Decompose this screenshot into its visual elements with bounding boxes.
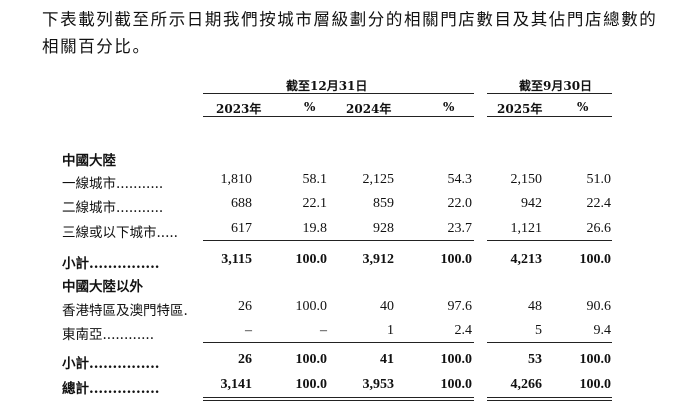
subtotal-rule-2b	[487, 342, 612, 343]
cell: 1	[387, 323, 394, 338]
cell: 22.4	[586, 196, 612, 211]
cell: 100.0	[579, 352, 612, 367]
cell: 97.6	[447, 299, 473, 314]
cell: 90.6	[586, 299, 612, 314]
col-header-2024: 2024年	[346, 102, 392, 116]
subtotal-rule-1a	[203, 240, 474, 241]
cell: 4,266	[510, 377, 543, 392]
cell: 2.4	[454, 323, 473, 338]
cell: 100.0	[440, 252, 473, 267]
cell: 9.4	[593, 323, 612, 338]
col-header-2023: 2023年	[216, 102, 262, 116]
header-rule-1	[203, 116, 474, 117]
cell: 3,953	[362, 377, 395, 392]
intro-paragraph: 下表載列截至所示日期我們按城市層級劃分的相關門店數目及其佔門店總數的相關百分比。	[42, 10, 658, 56]
header-group-rule-2	[487, 93, 612, 94]
row-label-tier1: 一線城市...........	[62, 176, 164, 192]
cell: 3,912	[362, 252, 395, 267]
header-group-dec31: 截至12月31日	[286, 79, 368, 93]
cell: 40	[380, 299, 394, 314]
cell: 100.0	[579, 252, 612, 267]
cell: 100.0	[295, 299, 328, 314]
cell: 51.0	[586, 172, 612, 187]
total-rule-a	[203, 397, 474, 398]
cell: 5	[535, 323, 542, 338]
header-group-sep30: 截至9月30日	[519, 79, 593, 93]
cell: 3,115	[221, 252, 252, 267]
row-label-total: 總計...............	[62, 381, 160, 397]
total-double-rule-b	[487, 400, 612, 401]
cell: 23.7	[447, 221, 473, 236]
row-label-tier3: 三線或以下城市.....	[62, 225, 178, 241]
total-double-rule-a	[203, 400, 474, 401]
cell: 2,125	[362, 172, 395, 187]
cell: 53	[528, 352, 542, 367]
cell: 41	[380, 352, 394, 367]
cell: 19.8	[302, 221, 328, 236]
cell: 688	[231, 196, 252, 211]
subtotal-rule-1b	[487, 240, 612, 241]
cell: 3,141	[220, 377, 253, 392]
cell: 100.0	[579, 377, 612, 392]
cell: 58.1	[302, 172, 328, 187]
cell: 26	[238, 352, 252, 367]
row-label-tier2: 二線城市...........	[62, 200, 164, 216]
header-group-rule-1	[203, 93, 474, 94]
section-mainland: 中國大陸	[62, 153, 116, 169]
row-label-subtotal-2: 小計...............	[62, 356, 160, 372]
cell: –	[245, 323, 252, 338]
cell: 1,121	[510, 221, 543, 236]
cell: 22.1	[302, 196, 328, 211]
row-label-subtotal-1: 小計...............	[62, 256, 160, 272]
row-label-southeast-asia: 東南亞............	[62, 327, 154, 343]
col-header-pct-2: %	[443, 100, 455, 114]
total-rule-b	[487, 397, 612, 398]
cell: 48	[528, 299, 542, 314]
cell: 54.3	[447, 172, 473, 187]
cell: 928	[373, 221, 394, 236]
col-header-2025: 2025年	[497, 102, 543, 116]
col-header-pct-3: %	[577, 100, 589, 114]
cell: 1,810	[220, 172, 253, 187]
cell: 2,150	[510, 172, 543, 187]
cell: 942	[521, 196, 542, 211]
row-label-hk-macau: 香港特區及澳門特區.	[62, 303, 188, 319]
section-outside-mainland: 中國大陸以外	[62, 279, 143, 295]
cell: 26	[238, 299, 252, 314]
cell: –	[320, 323, 327, 338]
cell: 26.6	[586, 221, 612, 236]
cell: 100.0	[295, 352, 328, 367]
cell: 100.0	[440, 377, 473, 392]
cell: 100.0	[295, 377, 328, 392]
cell: 4,213	[510, 252, 543, 267]
cell: 22.0	[447, 196, 473, 211]
cell: 617	[231, 221, 252, 236]
header-rule-2	[487, 116, 612, 117]
col-header-pct-1: %	[304, 100, 316, 114]
subtotal-rule-2a	[203, 342, 474, 343]
cell: 100.0	[295, 252, 328, 267]
cell: 100.0	[440, 352, 473, 367]
cell: 859	[373, 196, 394, 211]
